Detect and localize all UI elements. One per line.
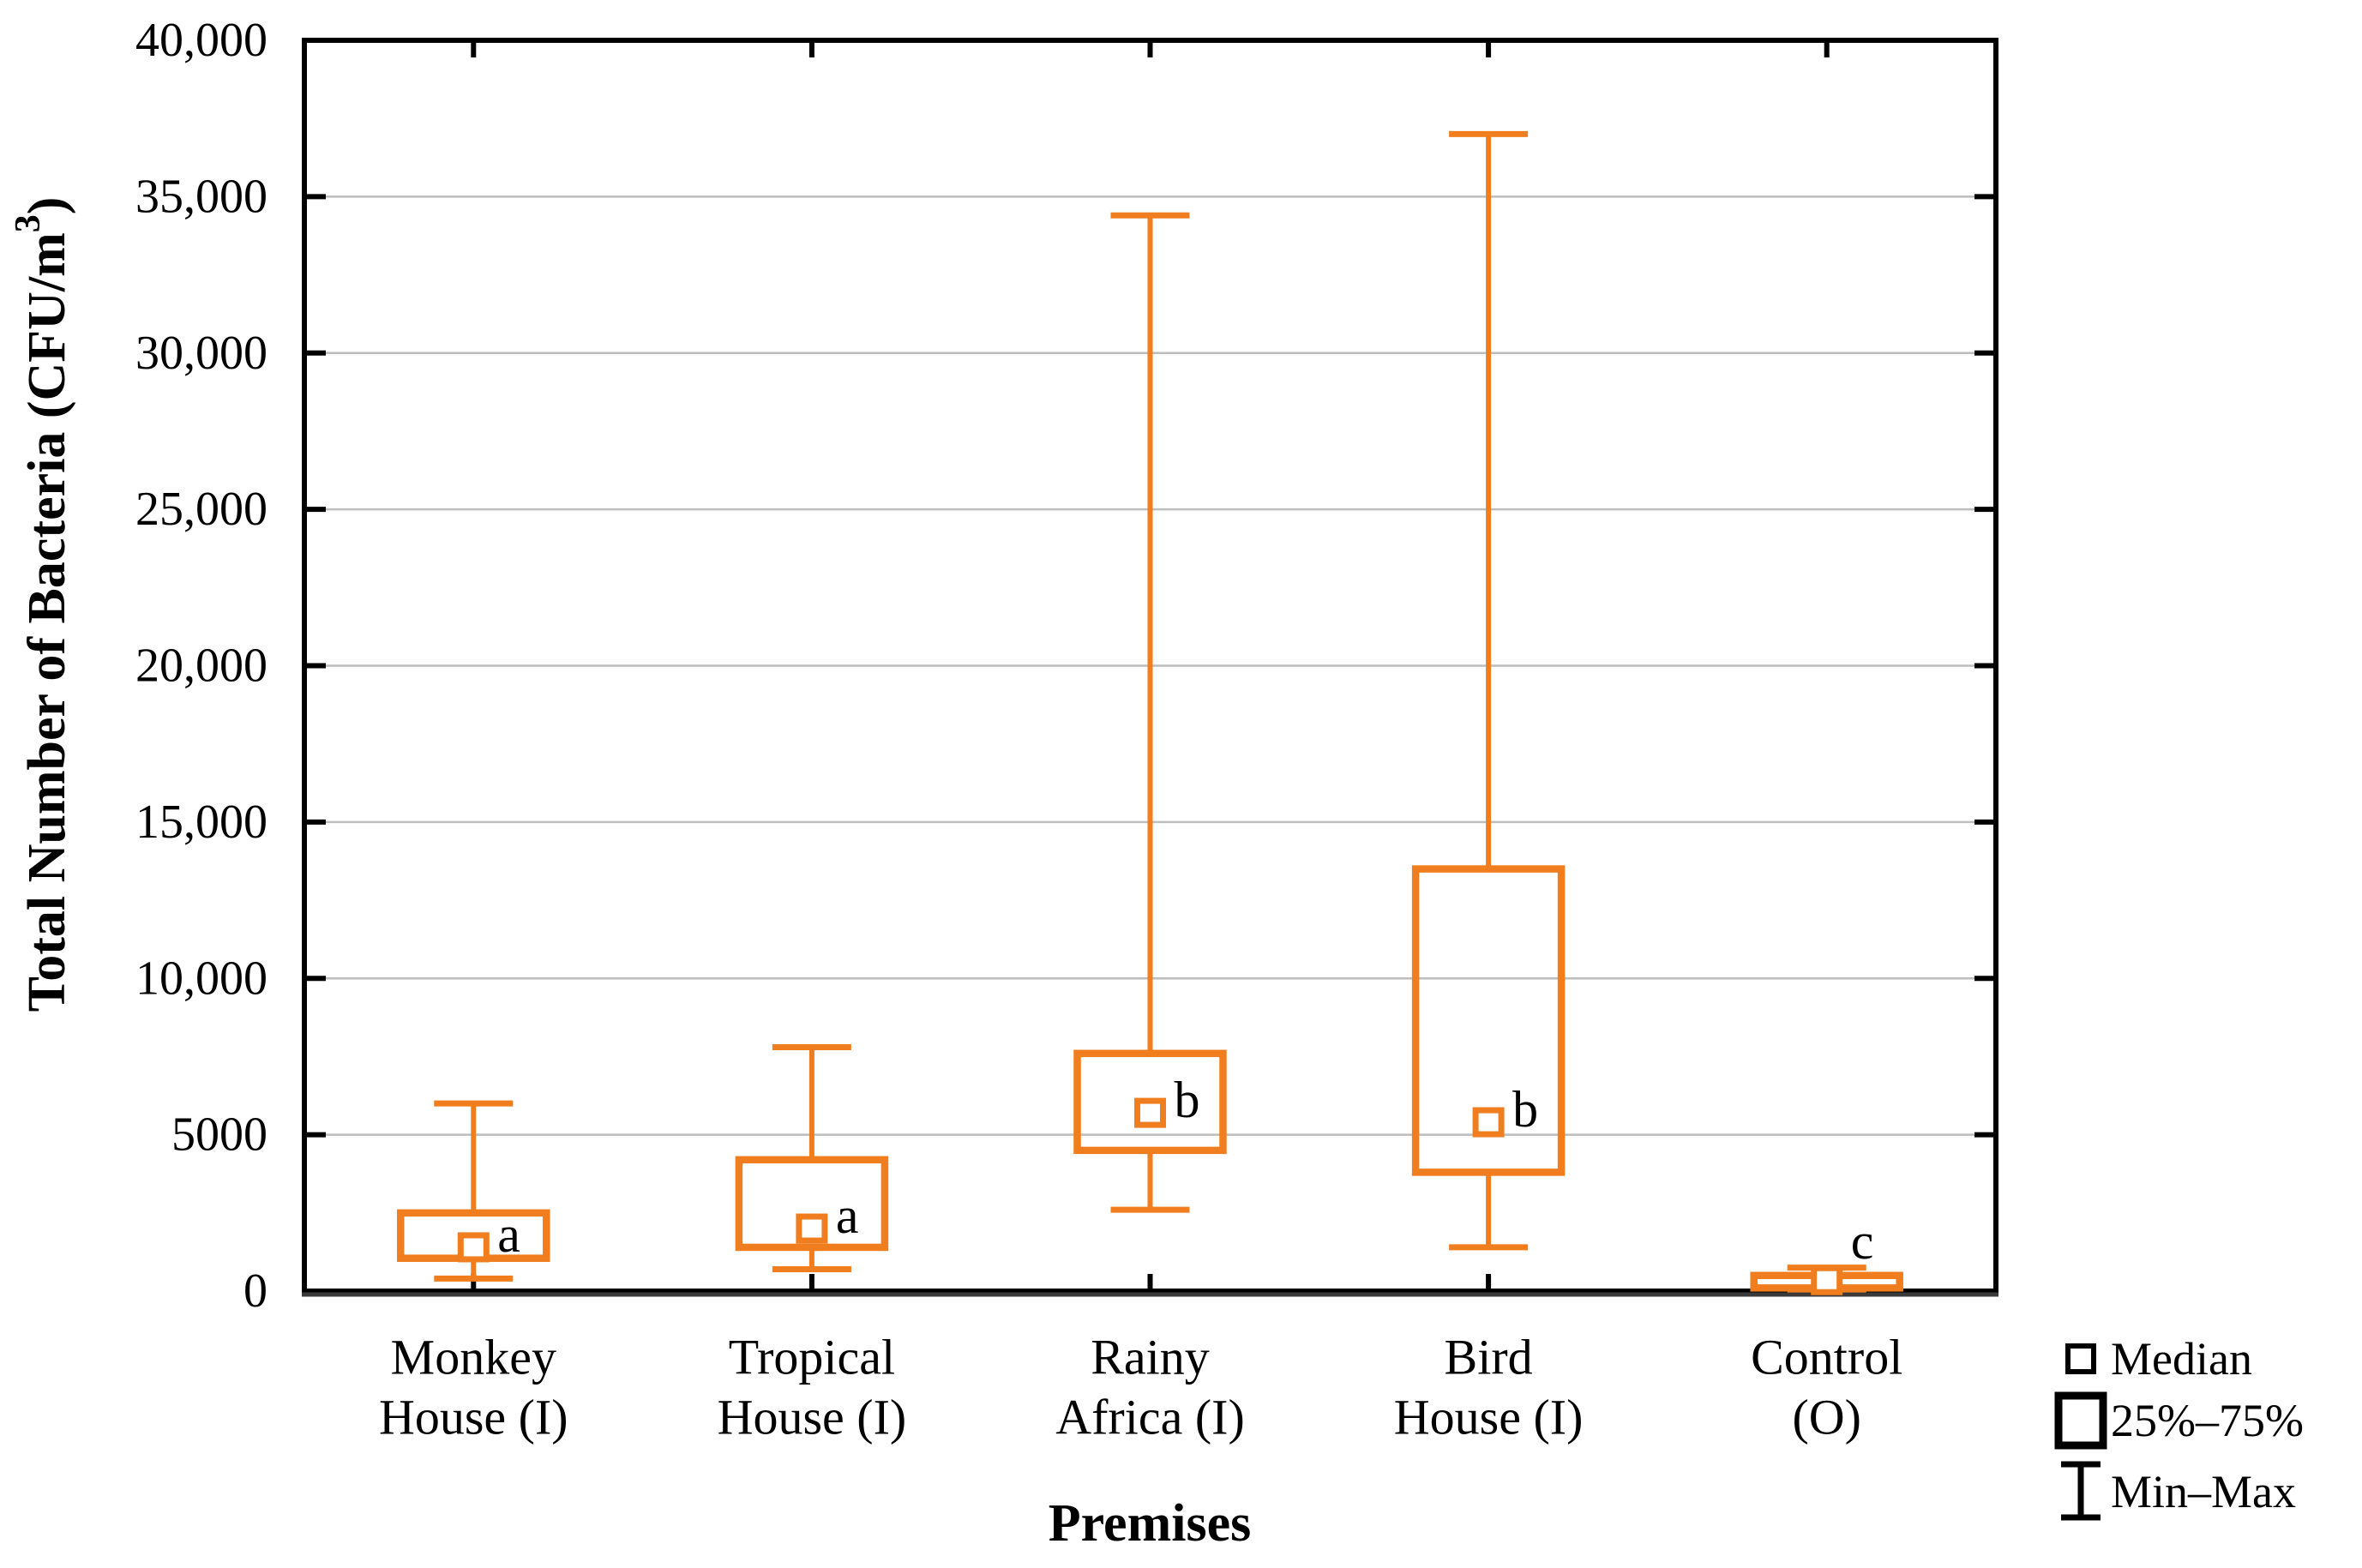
y-axis-title: Total Number of Bacteria (CFU/m3) <box>9 197 76 1012</box>
y-axis-title-base: Total Number of Bacteria (CFU/m <box>18 232 76 1012</box>
boxplot-rainy-africa-i: b <box>1073 212 1227 1213</box>
boxplot-tropical-house-i: a <box>735 1043 889 1272</box>
legend: Median 25%–75% Min–Max <box>2054 1333 2304 1521</box>
y-tick-label-30000: 30,000 <box>135 327 267 380</box>
significance-letter-rainy-africa-i: b <box>1175 1072 1200 1128</box>
y-tick-label-10000: 10,000 <box>135 952 267 1005</box>
legend-label-median: Median <box>2111 1333 2252 1385</box>
x-category-label-line2-monkey-house-i: House (I) <box>379 1390 568 1445</box>
median-marker <box>1134 1097 1166 1128</box>
median-marker <box>1472 1107 1505 1138</box>
median-marker <box>457 1232 490 1263</box>
legend-median-square-icon <box>2065 1343 2096 1374</box>
significance-letter-tropical-house-i: a <box>836 1187 859 1244</box>
y-tick-label-25000: 25,000 <box>135 483 267 536</box>
y-tick-label-20000: 20,000 <box>135 640 267 693</box>
y-tick-label-15000: 15,000 <box>135 796 267 849</box>
median-marker <box>1811 1265 1843 1295</box>
legend-label-minmax: Min–Max <box>2111 1466 2296 1517</box>
x-category-label-line1-bird-house-i: Bird <box>1445 1330 1533 1385</box>
boxplot-bird-house-i: b <box>1411 130 1566 1251</box>
x-category-label-line2-tropical-house-i: House (I) <box>718 1390 907 1445</box>
x-axis-title: Premises <box>1049 1494 1251 1553</box>
x-category-label-line1-monkey-house-i: Monkey <box>391 1330 556 1385</box>
significance-letter-monkey-house-i: a <box>497 1206 520 1263</box>
significance-letter-control-o: c <box>1851 1213 1874 1270</box>
x-category-label-line2-control-o: (O) <box>1792 1390 1861 1445</box>
y-axis-title-superscript: 3 <box>9 214 48 232</box>
y-tick-label-5000: 5000 <box>171 1108 267 1162</box>
y-tick-label-40000: 40,000 <box>135 14 267 67</box>
plot-frame <box>302 38 1998 1294</box>
boxplot-control-o: c <box>1750 1213 1903 1295</box>
x-category-label-line2-rainy-africa-i: Africa (I) <box>1055 1390 1245 1445</box>
significance-letter-bird-house-i: b <box>1512 1081 1538 1138</box>
x-category-label-line1-tropical-house-i: Tropical <box>729 1330 895 1385</box>
y-tick-label-0: 0 <box>243 1265 267 1318</box>
median-marker <box>796 1213 828 1244</box>
y-tick-label-35000: 35,000 <box>135 170 267 223</box>
x-category-label-line1-rainy-africa-i: Rainy <box>1091 1330 1210 1385</box>
boxplot-monkey-house-i: a <box>397 1100 550 1282</box>
iqr-box <box>1073 1049 1227 1155</box>
legend-label-iqr: 25%–75% <box>2111 1395 2304 1446</box>
iqr-box <box>1411 865 1566 1176</box>
x-category-label-line1-control-o: Control <box>1751 1330 1902 1385</box>
legend-iqr-box-icon <box>2054 1391 2107 1450</box>
iqr-box <box>735 1156 889 1252</box>
y-axis-title-close: ) <box>18 197 76 215</box>
x-category-label-line2-bird-house-i: House (I) <box>1394 1390 1584 1445</box>
